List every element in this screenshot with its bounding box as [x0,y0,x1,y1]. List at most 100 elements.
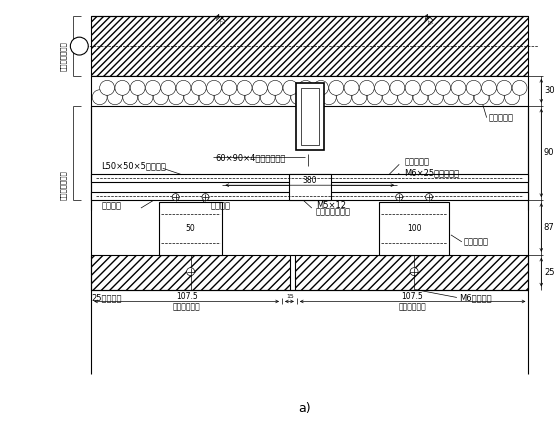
Text: 90: 90 [544,148,554,157]
Circle shape [176,80,191,95]
Circle shape [421,80,435,95]
Bar [91,192,529,200]
Text: 保温防火层: 保温防火层 [489,113,514,122]
Text: M5×12: M5×12 [316,200,346,209]
Circle shape [367,90,382,105]
Circle shape [314,80,328,95]
Text: 防腐垫片: 防腐垫片 [211,202,231,211]
Text: ▷: ▷ [220,20,225,26]
Circle shape [291,90,306,105]
Circle shape [199,90,214,105]
Text: L50×50×5镀锌角锂: L50×50×5镀锌角锂 [101,162,166,171]
Circle shape [222,80,237,95]
Text: 不锈锂微调螺钉: 不锈锂微调螺钉 [316,208,351,217]
Circle shape [202,194,209,200]
Bar [159,202,222,255]
Circle shape [410,267,418,276]
Circle shape [230,90,245,105]
Circle shape [398,90,413,105]
Circle shape [214,90,230,105]
Circle shape [253,80,267,95]
Circle shape [428,90,443,105]
Text: 幕墙分格尺寸: 幕墙分格尺寸 [172,302,200,311]
Bar [289,174,330,200]
Circle shape [382,90,398,105]
Circle shape [123,90,138,105]
Circle shape [172,194,179,200]
Text: 按实际工程采用: 按实际工程采用 [60,170,67,200]
Circle shape [360,80,374,95]
Text: 锁紧螺钉: 锁紧螺钉 [101,202,121,211]
Text: 60×90×4镀锌锂通主棁: 60×90×4镀锌锂通主棁 [216,153,286,162]
Text: 50: 50 [186,224,195,233]
Text: 107.5: 107.5 [176,292,198,301]
Text: 100: 100 [407,224,421,233]
Circle shape [192,80,206,95]
Circle shape [352,90,367,105]
Circle shape [161,80,176,95]
Circle shape [283,80,298,95]
Circle shape [466,80,481,95]
Circle shape [436,80,451,95]
Circle shape [413,90,428,105]
Circle shape [497,80,512,95]
Bar [91,255,290,289]
Text: 25: 25 [544,267,554,276]
Circle shape [512,80,527,95]
Text: a): a) [298,402,311,415]
Circle shape [337,90,352,105]
Text: 15: 15 [286,294,294,299]
Text: 铝合金挂件: 铝合金挂件 [464,237,489,246]
Bar [295,255,529,289]
Circle shape [146,80,160,95]
Circle shape [92,90,107,105]
Text: M6×25不锈锂螺杆: M6×25不锈锂螺杆 [404,169,459,178]
Circle shape [426,194,432,200]
Circle shape [115,80,130,95]
Bar [91,76,529,106]
Text: 30: 30 [544,86,554,95]
Circle shape [344,80,359,95]
Circle shape [184,90,199,105]
Text: 幕墙分格尺寸: 幕墙分格尺寸 [398,302,426,311]
Text: 按实际工程采用: 按实际工程采用 [60,41,67,71]
Circle shape [459,90,474,105]
Circle shape [207,80,222,95]
Text: ▷: ▷ [428,20,433,26]
Circle shape [329,80,344,95]
Circle shape [268,80,283,95]
Text: 25厘花岗石: 25厘花岗石 [91,293,122,302]
Bar [301,88,319,145]
Circle shape [245,90,260,105]
Text: M6后切螺栓: M6后切螺栓 [459,293,492,302]
Circle shape [451,80,466,95]
Bar [379,202,449,255]
Circle shape [505,90,520,105]
Circle shape [306,90,321,105]
Bar [296,83,324,150]
Circle shape [186,267,194,276]
Circle shape [489,90,505,105]
Circle shape [396,194,403,200]
Circle shape [321,90,336,105]
Circle shape [237,80,252,95]
Circle shape [298,80,313,95]
Circle shape [482,80,497,95]
Circle shape [71,37,88,55]
Circle shape [474,90,489,105]
Text: 87: 87 [544,223,554,232]
Circle shape [260,90,275,105]
Text: 380: 380 [302,176,317,185]
Circle shape [138,90,153,105]
Circle shape [108,90,123,105]
Text: 不锈锂螺杆: 不锈锂螺杆 [404,158,429,167]
Bar [91,16,529,76]
Circle shape [375,80,390,95]
Text: 107.5: 107.5 [402,292,423,301]
Circle shape [444,90,459,105]
Circle shape [276,90,291,105]
Circle shape [130,80,145,95]
Circle shape [405,80,420,95]
Bar [91,174,529,182]
Circle shape [100,80,115,95]
